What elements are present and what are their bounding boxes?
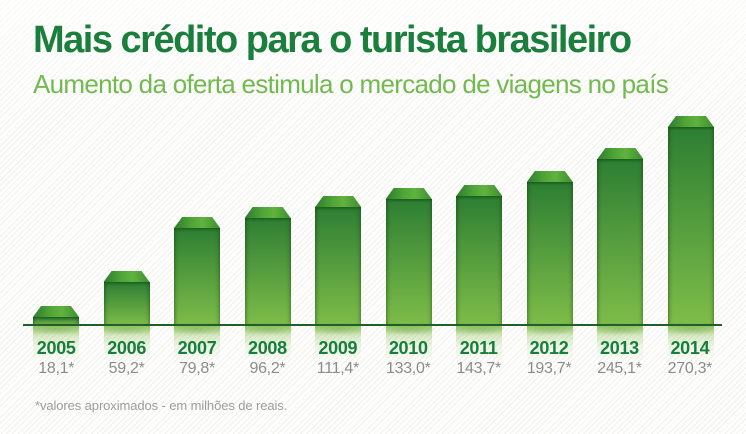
value-label-2009: 111,4* — [316, 360, 359, 377]
year-label-2013: 2013 — [600, 338, 639, 358]
category-label-group-2007: 2007 79,8* — [162, 338, 232, 378]
bar-front-face — [667, 127, 714, 326]
bar-2007 — [158, 217, 237, 372]
bar-reflection — [456, 326, 503, 372]
category-label-group-2011: 2011 143,7* — [443, 338, 513, 378]
bar-reflection — [597, 326, 644, 372]
bar-front-face — [33, 317, 79, 326]
bar-2005 — [17, 306, 95, 372]
bar-top-face — [668, 116, 714, 127]
chart-subtitle: Aumento da oferta estimula o mercado de … — [33, 68, 669, 99]
bar-2008 — [228, 207, 307, 372]
value-label-2008: 96,2* — [249, 360, 286, 377]
bar-top-face — [597, 148, 643, 159]
bar-front-face — [174, 228, 221, 326]
category-label-group-2009: 2009 111,4* — [303, 338, 373, 378]
x-axis-baseline — [23, 324, 722, 326]
bar-2014 — [651, 116, 730, 372]
footnote: *valores aproximados - em milhões de rea… — [35, 398, 288, 413]
value-label-2013: 245,1* — [597, 360, 642, 377]
bar-reflection — [385, 326, 432, 372]
bar-front-face — [456, 196, 503, 326]
value-label-2011: 143,7* — [456, 360, 501, 377]
bar-2013 — [581, 148, 660, 372]
bar-reflection — [174, 326, 221, 372]
category-label-group-2005: 2005 18,1* — [21, 338, 91, 378]
bar-reflection — [33, 326, 79, 372]
bar-top-face — [386, 188, 432, 199]
category-label-group-2012: 2012 193,7* — [514, 338, 584, 378]
bar-reflection — [315, 326, 362, 372]
bar-reflection — [244, 326, 291, 372]
bars-area — [17, 0, 730, 372]
value-label-2012: 193,7* — [526, 360, 572, 377]
year-label-2011: 2011 — [459, 338, 498, 358]
bar-2006 — [87, 271, 166, 372]
value-label-2007: 79,8* — [179, 360, 215, 377]
category-label-group-2008: 2008 96,2* — [232, 338, 302, 378]
bar-2009 — [299, 196, 378, 372]
bar-front-face — [385, 199, 432, 326]
year-label-2008: 2008 — [248, 338, 287, 358]
category-label-group-2010: 2010 133,0* — [373, 338, 443, 378]
value-label-2005: 18,1* — [38, 360, 75, 377]
bar-reflection — [526, 326, 573, 372]
chart-title: Mais crédito para o turista brasileiro — [33, 19, 632, 61]
bar-2010 — [369, 188, 448, 372]
value-label-2010: 133,0* — [386, 360, 431, 377]
year-label-2010: 2010 — [388, 338, 428, 358]
bar-front-face — [103, 282, 150, 326]
bar-front-face — [244, 218, 291, 326]
category-label-group-2013: 2013 245,1* — [584, 338, 654, 378]
category-labels-row: 2005 18,1* 2006 59,2* 2007 79,8* 2008 96,2* 2009… — [21, 338, 725, 378]
bar-top-face — [104, 271, 150, 282]
header: Mais crédito para o turista brasileiro A… — [33, 19, 723, 100]
year-label-2009: 2009 — [318, 338, 358, 358]
category-label-group-2014: 2014 270,3* — [655, 338, 725, 378]
bar-top-face — [33, 306, 79, 317]
year-label-2012: 2012 — [529, 338, 569, 358]
year-label-2014: 2014 — [670, 338, 710, 358]
bar-top-face — [245, 207, 291, 218]
year-label-2006: 2006 — [107, 338, 147, 358]
bar-top-face — [174, 217, 220, 228]
bar-front-face — [597, 159, 644, 326]
bar-front-face — [526, 182, 573, 326]
bar-reflection — [667, 326, 714, 372]
year-label-2007: 2007 — [177, 338, 217, 358]
year-label-2005: 2005 — [36, 338, 76, 358]
bar-2012 — [510, 171, 589, 372]
bar-top-face — [527, 171, 573, 182]
value-label-2014: 270,3* — [667, 360, 713, 377]
bar-2011 — [440, 185, 519, 372]
bar-top-face — [315, 196, 361, 207]
category-label-group-2006: 2006 59,2* — [91, 338, 161, 378]
bar-front-face — [315, 207, 362, 326]
bar-reflection — [103, 326, 150, 372]
bar-top-face — [456, 185, 502, 196]
value-label-2006: 59,2* — [108, 360, 145, 377]
